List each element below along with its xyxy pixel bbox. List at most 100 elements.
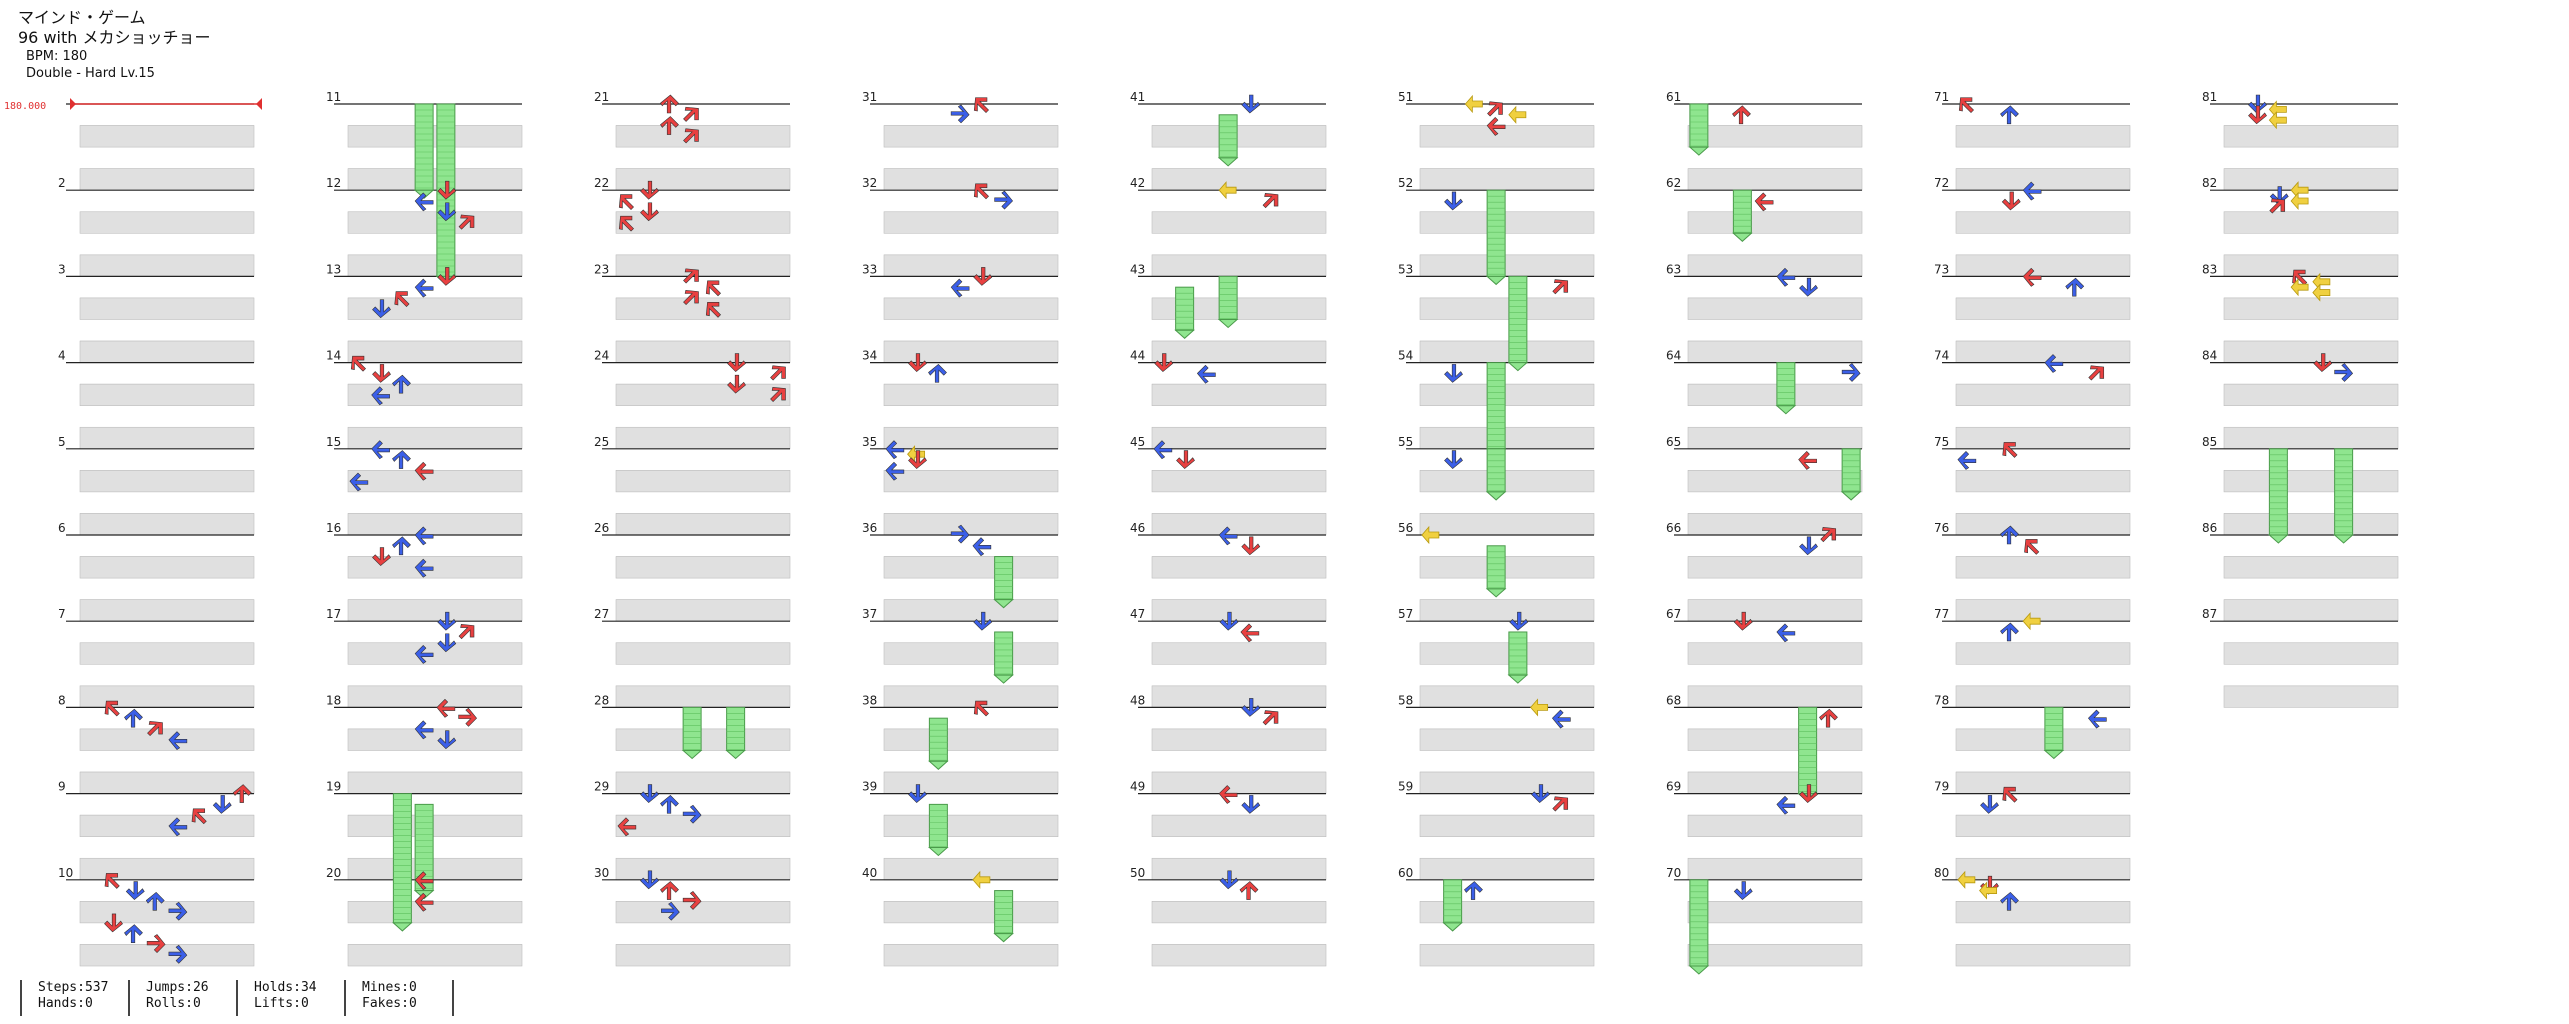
beat-band (347, 297, 523, 320)
measure-number: 33 (862, 262, 877, 276)
measure-number: 44 (1130, 349, 1145, 363)
beat-band (79, 513, 255, 536)
measure-number: 39 (862, 780, 877, 794)
beat-band (2223, 383, 2399, 406)
quarter-note (2313, 353, 2333, 373)
hold-body (928, 717, 948, 762)
beat-band (1687, 728, 1863, 751)
beat-band (2223, 340, 2399, 363)
quarter-note (1799, 784, 1818, 804)
hold-body (994, 631, 1014, 676)
hold-body (1508, 631, 1528, 676)
quarter-note (104, 700, 120, 717)
eighth-note (371, 386, 390, 406)
sixteenth-note (1530, 698, 1549, 717)
measure-number: 55 (1398, 435, 1413, 449)
beat-band (347, 642, 523, 665)
beat-band (1687, 383, 1863, 406)
hold-tail (1688, 146, 1710, 156)
beat-band (883, 383, 1059, 406)
hold-body (928, 803, 948, 848)
step-chart: 2345678910111213141516171819202122232425… (4, 90, 2399, 975)
beat-band (1419, 297, 1595, 320)
beat-band (1419, 340, 1595, 363)
eighth-note (145, 891, 165, 911)
measure-number: 67 (1666, 607, 1681, 621)
measure-number: 18 (326, 693, 341, 707)
hold-tail (2333, 534, 2354, 544)
hold-note (2268, 448, 2289, 544)
hold-body (2044, 706, 2064, 752)
eighth-note (168, 944, 188, 964)
measure-number: 25 (594, 435, 609, 449)
beat-band (883, 211, 1059, 234)
quarter-note (458, 624, 475, 640)
eighth-note (1733, 881, 1753, 900)
beat-band (347, 383, 523, 406)
hold-tail (1688, 965, 1710, 975)
beat-band (883, 125, 1059, 148)
quarter-note (660, 881, 679, 900)
notes-layer (104, 94, 2354, 975)
beat-band (883, 513, 1059, 536)
measure-number: 79 (1934, 780, 1949, 794)
eighth-note (168, 901, 188, 921)
beat-band (615, 297, 791, 320)
eighth-note (1799, 536, 1818, 556)
beat-band (2223, 470, 2399, 493)
hold-note (2043, 706, 2065, 760)
beat-band (1955, 211, 2131, 234)
measure-number: 13 (326, 262, 341, 276)
beat-band (1419, 685, 1595, 708)
sixteenth-note (1979, 881, 1998, 900)
quarter-note (908, 353, 927, 373)
quarter-note (770, 386, 786, 403)
hold-tail (993, 674, 1014, 684)
beat-band (1419, 556, 1595, 579)
beat-band (883, 857, 1059, 881)
fakes-count: Fakes:0 (362, 996, 417, 1011)
eighth-note (2087, 709, 2107, 729)
eighth-note (994, 190, 1014, 210)
eighth-note (660, 794, 679, 814)
eighth-note (1241, 698, 1261, 717)
eighth-note (371, 440, 390, 460)
beat-band (1687, 814, 1863, 838)
quarter-note (640, 180, 659, 200)
measure-grid: 2345678910111213141516171819202122232425… (58, 90, 2399, 967)
hold-note (413, 803, 435, 900)
sixteenth-arrow (2022, 612, 2041, 631)
beat-band (2223, 685, 2399, 708)
measure-number: 6 (58, 521, 66, 535)
measure-number: 24 (594, 349, 609, 363)
beat-band (1687, 901, 1863, 924)
hold-body (1486, 448, 1506, 493)
eighth-note (2248, 94, 2267, 114)
beat-band (1151, 383, 1327, 406)
quarter-note (2248, 105, 2267, 125)
beat-band (347, 254, 523, 277)
hold-note (1485, 448, 1507, 501)
beat-band (347, 857, 523, 881)
eighth-note (392, 450, 411, 469)
hold-tail (1485, 491, 1507, 501)
quarter-note (2292, 269, 2308, 286)
hold-tail (993, 933, 1014, 943)
sixteenth-arrow (2290, 278, 2309, 297)
measure-number: 5 (58, 435, 66, 449)
beat-band (79, 254, 255, 277)
eighth-note (1509, 611, 1529, 631)
hold-note (1217, 275, 1239, 329)
eighth-note (1551, 709, 1571, 729)
beat-band (79, 297, 255, 320)
eighth-note (437, 202, 457, 222)
stats-group-mines: Mines:0 Fakes:0 (344, 980, 417, 1016)
eighth-note (392, 536, 411, 556)
beat-band (615, 642, 791, 665)
hold-tail (1485, 588, 1507, 598)
quarter-note (973, 97, 989, 114)
eighth-note (1241, 94, 1261, 114)
eighth-note (1153, 440, 1173, 460)
beat-band (615, 470, 791, 493)
quarter-note (973, 267, 993, 286)
